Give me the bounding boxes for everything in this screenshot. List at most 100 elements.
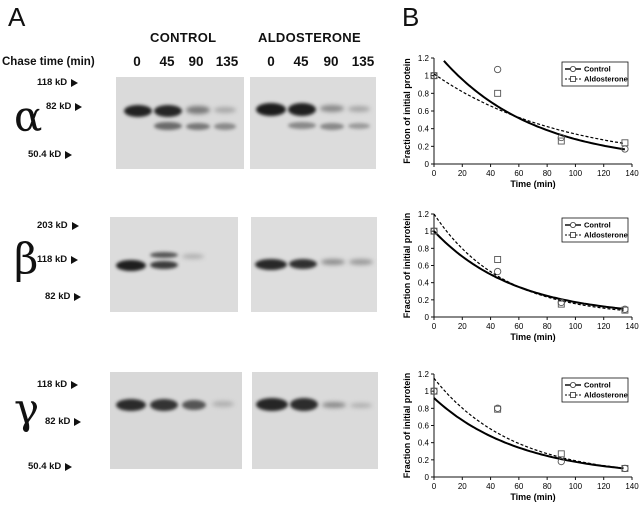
panel-a-letter: A (8, 2, 26, 32)
marker-arrow-icon (71, 380, 79, 389)
legend-label: Aldosterone (584, 75, 628, 84)
legend-marker (569, 221, 576, 228)
control-data-point (557, 133, 565, 142)
lane-label: 135 (351, 54, 375, 69)
marker-arrow-icon (65, 150, 73, 159)
x-tick-label: 80 (543, 322, 552, 331)
mw-marker: 203 kD (37, 220, 79, 231)
x-tick-label: 100 (569, 169, 583, 178)
alpha-control-blot (116, 77, 244, 169)
y-axis-title: Fraction of initial protein (402, 373, 412, 479)
aldosterone-fit-line (433, 73, 624, 144)
marker-arrow-icon (71, 78, 79, 87)
x-tick-label: 140 (625, 322, 639, 331)
y-tick-label: 0 (425, 160, 430, 169)
control-data-point (557, 457, 565, 466)
aldosterone-data-point (430, 227, 438, 235)
legend-label: Aldosterone (584, 231, 628, 240)
beta-degradation-chart: 0 0.2 0.4 0.6 0.8 1 1.2 0 20 40 60 80 100 120 140 Time … (400, 208, 639, 343)
legend-box (561, 61, 629, 87)
legend-marker (569, 381, 576, 388)
gamma-degradation-chart: 0 0.2 0.4 0.6 0.8 1 1.2 0 20 40 60 80 100 120 140 Time … (400, 368, 639, 503)
x-tick-label: 0 (432, 482, 437, 491)
lane-label: 0 (267, 54, 275, 69)
legend-label: Control (584, 221, 611, 230)
legend-label: Control (584, 65, 611, 74)
x-tick-label: 100 (569, 322, 583, 331)
y-tick-label: 0.2 (418, 142, 430, 151)
y-tick-label: 0.8 (418, 244, 430, 253)
lane-label: 45 (159, 54, 175, 69)
y-tick-label: 0 (425, 313, 430, 322)
marker-arrow-icon (75, 102, 83, 111)
y-tick-label: 0.6 (418, 422, 430, 431)
legend-box (561, 217, 629, 243)
mw-marker: 50.4 kD (28, 149, 73, 160)
control-data-point (493, 267, 502, 276)
aldosterone-data-point (494, 89, 502, 97)
x-tick-label: 60 (514, 482, 523, 491)
x-axis-title: Time (min) (510, 332, 555, 342)
mw-marker: 50.4 kD (28, 461, 73, 472)
x-tick-label: 20 (458, 169, 467, 178)
legend-label: Control (584, 381, 611, 390)
beta-control-blot (110, 217, 238, 312)
x-tick-label: 120 (597, 482, 611, 491)
mw-marker: 82 kD (45, 416, 82, 427)
y-tick-label: 0.8 (418, 89, 430, 98)
control-fit-line (433, 397, 624, 470)
x-tick-label: 0 (432, 322, 437, 331)
marker-arrow-icon (71, 221, 79, 230)
aldosterone-data-point (621, 464, 629, 472)
alpha-degradation-chart: 0 0.2 0.4 0.6 0.8 1 1.2 0 20 40 60 80 100 120 140 Time … (400, 52, 639, 190)
x-tick-label: 40 (486, 169, 495, 178)
aldosterone-heading: ALDOSTERONE (258, 30, 361, 45)
x-tick-label: 40 (486, 322, 495, 331)
legend-marker (570, 76, 576, 82)
lane-label: 135 (215, 54, 239, 69)
y-tick-label: 1.2 (418, 54, 430, 63)
y-tick-label: 0.8 (418, 404, 430, 413)
control-fit-line (433, 230, 624, 310)
y-tick-label: 1 (425, 227, 430, 236)
y-tick-label: 1 (425, 72, 430, 81)
chart-svg: 0 0.2 0.4 0.6 0.8 1 1.2 0 20 40 60 80 100 120 140 Time … (402, 210, 639, 342)
marker-arrow-icon (74, 292, 82, 301)
x-tick-label: 140 (625, 169, 639, 178)
lane-label: 90 (188, 54, 204, 69)
beta-subunit-label: β (14, 234, 39, 283)
legend-marker (570, 392, 576, 398)
x-tick-label: 80 (543, 169, 552, 178)
x-tick-label: 60 (514, 322, 523, 331)
aldosterone-data-point (557, 450, 565, 458)
aldosterone-data-point (621, 139, 629, 147)
control-fit-line (443, 60, 626, 151)
aldosterone-data-point (430, 387, 438, 395)
lane-label: 0 (133, 54, 141, 69)
aldosterone-data-point (621, 306, 629, 314)
control-data-point (493, 65, 502, 74)
marker-arrow-icon (74, 417, 82, 426)
x-tick-label: 20 (458, 322, 467, 331)
y-tick-label: 0.4 (418, 279, 430, 288)
legend-label: Aldosterone (584, 391, 628, 400)
x-axis-title: Time (min) (510, 492, 555, 502)
x-tick-label: 120 (597, 169, 611, 178)
chart-svg: 0 0.2 0.4 0.6 0.8 1 1.2 0 20 40 60 80 100 120 140 Time … (402, 54, 639, 189)
gamma-aldosterone-blot (252, 372, 378, 469)
alpha-aldosterone-blot (250, 77, 376, 169)
legend-marker (570, 232, 576, 238)
x-tick-label: 140 (625, 482, 639, 491)
aldosterone-data-point (494, 256, 502, 263)
marker-arrow-icon (65, 462, 73, 471)
aldosterone-data-point (430, 72, 438, 80)
beta-aldosterone-blot (251, 217, 377, 312)
y-tick-label: 1.2 (418, 210, 430, 219)
aldosterone-data-point (557, 300, 565, 308)
y-tick-label: 0.4 (418, 125, 430, 134)
y-tick-label: 0.4 (418, 439, 430, 448)
mw-marker: 118 kD (37, 254, 79, 265)
x-tick-label: 60 (514, 169, 523, 178)
gamma-control-blot (110, 372, 242, 469)
y-tick-label: 0.6 (418, 262, 430, 271)
